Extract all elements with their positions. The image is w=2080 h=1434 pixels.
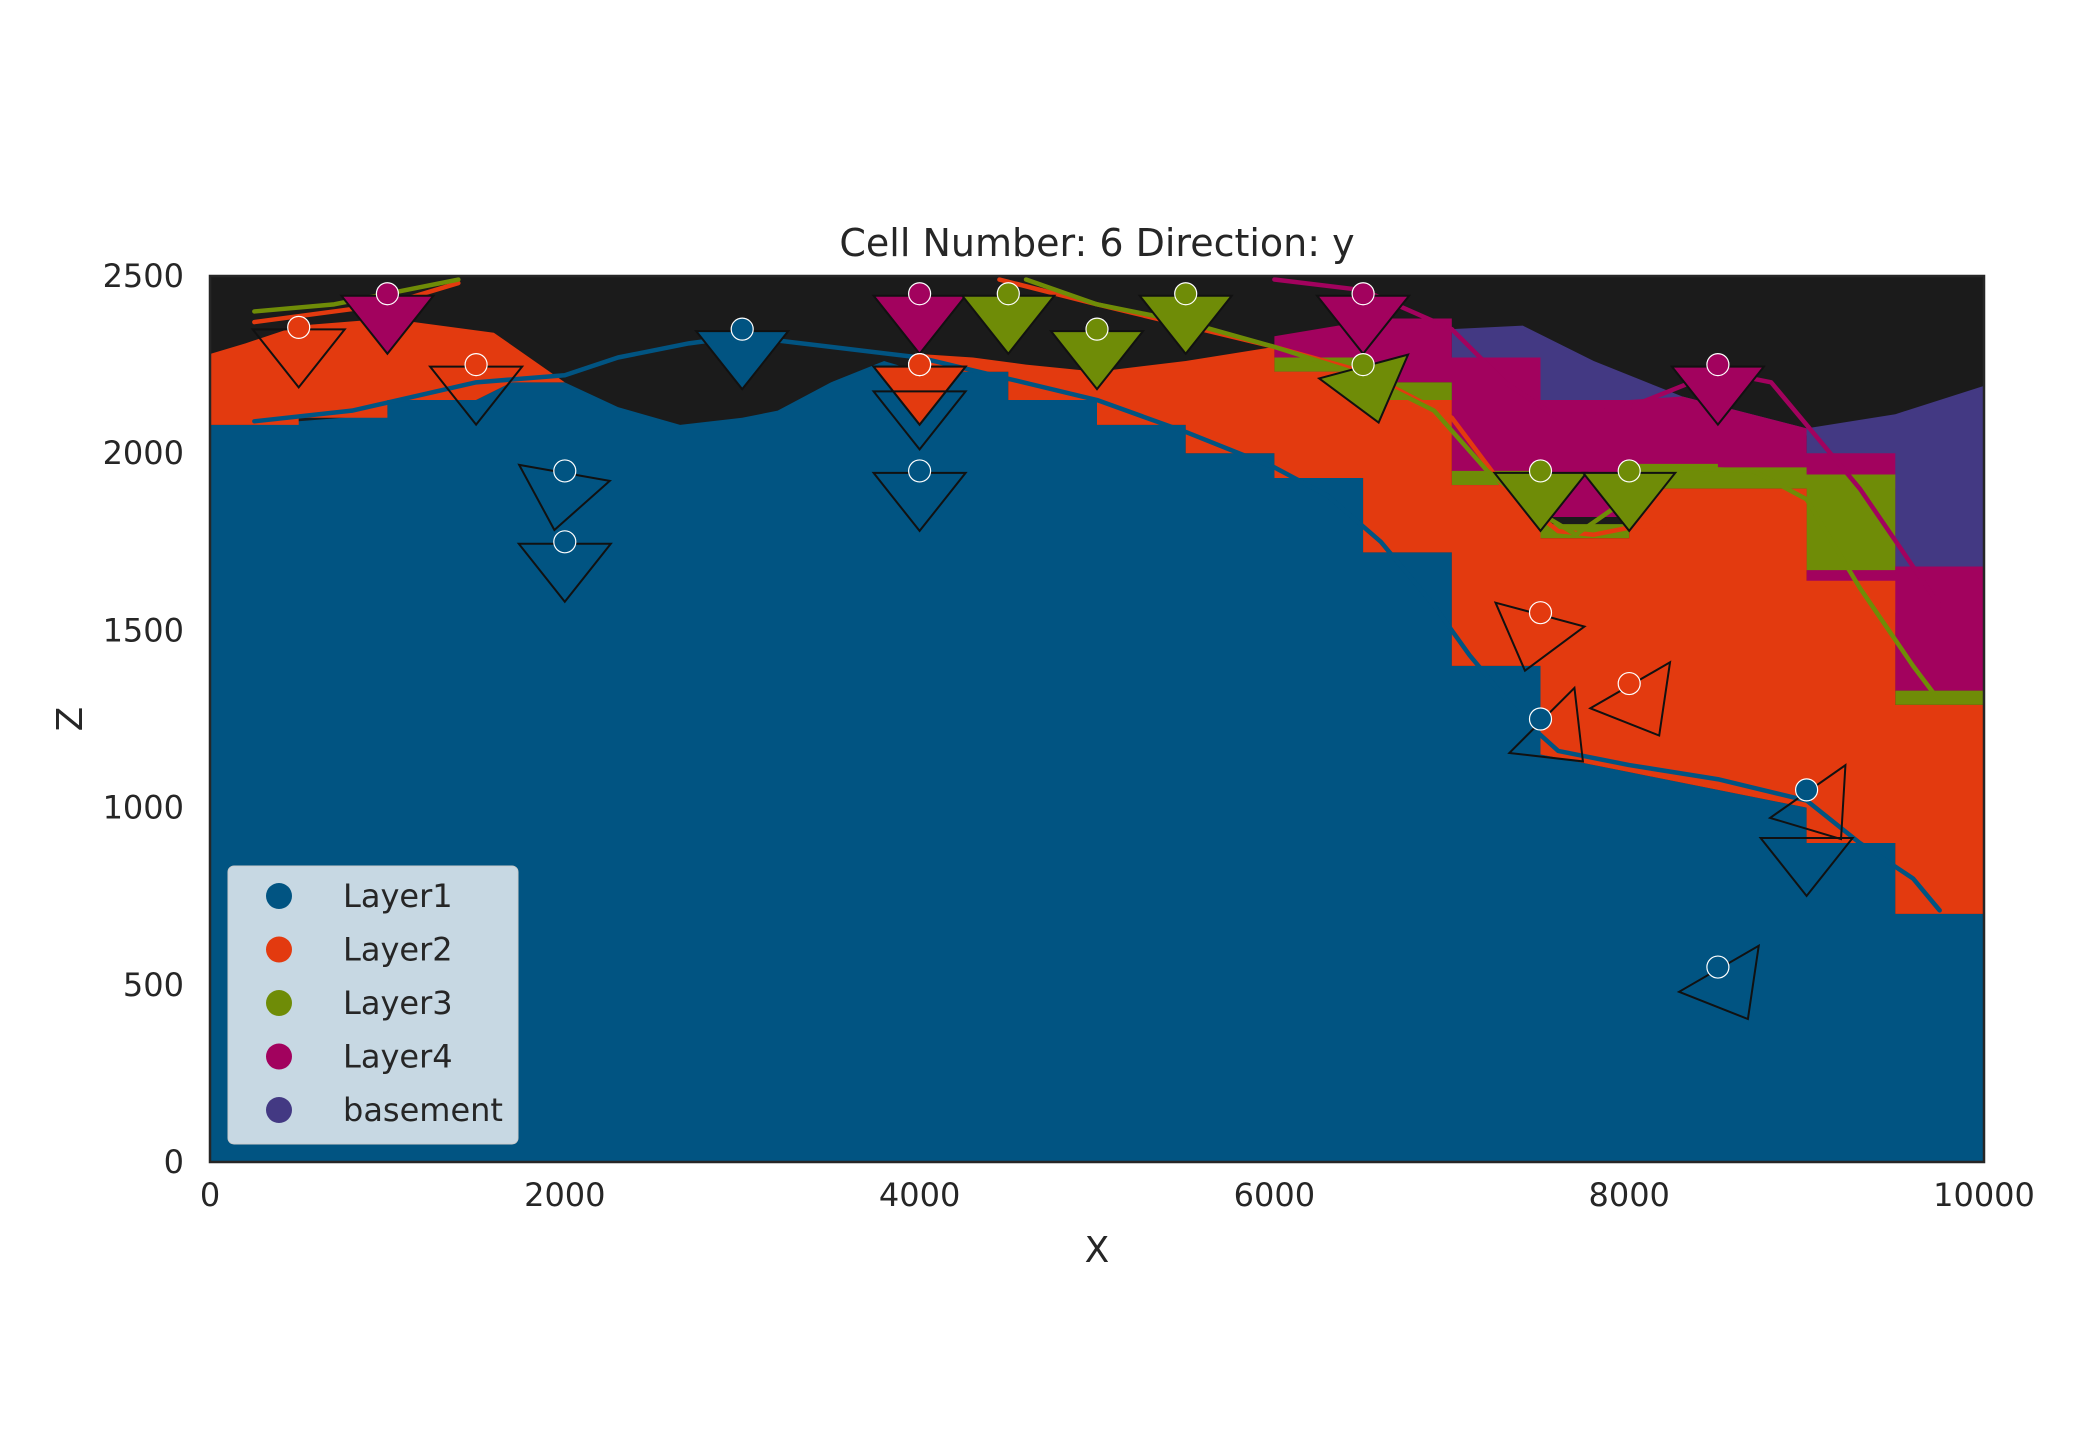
surface-point-layer1 — [1528, 707, 1553, 731]
x-tick-label: 10000 — [1933, 1176, 2035, 1214]
x-axis-label: X — [1085, 1230, 1110, 1271]
x-tick-label: 2000 — [524, 1176, 605, 1214]
surface-point-layer2 — [1528, 601, 1553, 625]
x-axis-ticks: 0 2000 4000 6000 8000 10000 — [200, 1176, 2035, 1214]
region-layer2 — [210, 318, 565, 425]
legend-box — [227, 865, 519, 1145]
region-layer1 — [210, 361, 1984, 1162]
legend-entry-label: basement — [343, 1091, 503, 1129]
legend-swatch — [266, 883, 292, 909]
surface-point-layer4 — [1706, 353, 1730, 377]
surface-point-layer2 — [287, 315, 311, 339]
legend-swatch — [266, 936, 292, 963]
y-tick-label: 1500 — [103, 611, 184, 649]
surface-point-layer1 — [1706, 955, 1730, 979]
y-tick-label: 0 — [164, 1143, 184, 1181]
orientation-marker-layer1 — [871, 390, 968, 452]
y-tick-label: 2000 — [103, 434, 184, 472]
surface-point-layer2 — [464, 353, 488, 377]
surface-line-layer2 — [997, 277, 1667, 537]
surface-point-layer3 — [1528, 459, 1553, 483]
legend-entry-label: Layer4 — [343, 1038, 453, 1076]
x-tick-label: 0 — [200, 1176, 220, 1214]
y-axis-label: Z — [50, 707, 91, 732]
legend-swatch — [266, 990, 292, 1016]
y-tick-label: 1000 — [103, 789, 184, 827]
points-layer — [287, 282, 1819, 979]
x-tick-label: 8000 — [1588, 1176, 1669, 1214]
y-axis-ticks: 0 500 1000 1500 2000 2500 — [103, 257, 184, 1181]
surface-point-layer1 — [553, 459, 577, 483]
legend-swatch — [266, 1097, 292, 1123]
surface-point-layer4 — [1351, 282, 1375, 306]
legend-entry-label: Layer1 — [343, 877, 453, 915]
surface-point-layer1 — [907, 459, 932, 483]
x-tick-label: 4000 — [879, 1176, 960, 1214]
surface-point-layer3 — [1085, 317, 1109, 341]
surface-point-layer1 — [730, 317, 754, 341]
surface-point-layer4 — [375, 282, 399, 306]
surface-point-layer2 — [907, 353, 932, 377]
surface-line-layer1 — [252, 333, 1942, 913]
surface-line-layer4 — [1272, 277, 1942, 608]
y-tick-label: 2500 — [103, 257, 184, 295]
orientations-layer — [250, 294, 1855, 1021]
surface-line-layer3 — [1023, 277, 1942, 704]
legend-entry-label: Layer3 — [343, 984, 453, 1022]
surface-point-layer4 — [907, 282, 932, 306]
surface-point-layer2 — [1617, 671, 1641, 696]
plot-frame — [208, 274, 1986, 1164]
surface-point-layer3 — [1174, 282, 1198, 306]
surface-point-layer3 — [1351, 353, 1375, 377]
x-tick-label: 6000 — [1234, 1176, 1315, 1214]
surface-point-layer1 — [553, 530, 577, 554]
chart-title: Cell Number: 6 Direction: y — [839, 221, 1354, 265]
legend-swatch — [266, 1043, 292, 1070]
surface-point-layer3 — [1617, 459, 1641, 483]
surface-point-layer1 — [1794, 778, 1819, 802]
legend-entry-label: Layer2 — [343, 931, 453, 969]
orientation-marker-layer1 — [1758, 836, 1855, 898]
legend: Layer1 Layer2 Layer3 Layer4 basement — [227, 865, 519, 1145]
region-layer4 — [1895, 566, 1984, 691]
surface-point-layer3 — [996, 282, 1020, 306]
y-tick-label: 500 — [123, 966, 184, 1004]
